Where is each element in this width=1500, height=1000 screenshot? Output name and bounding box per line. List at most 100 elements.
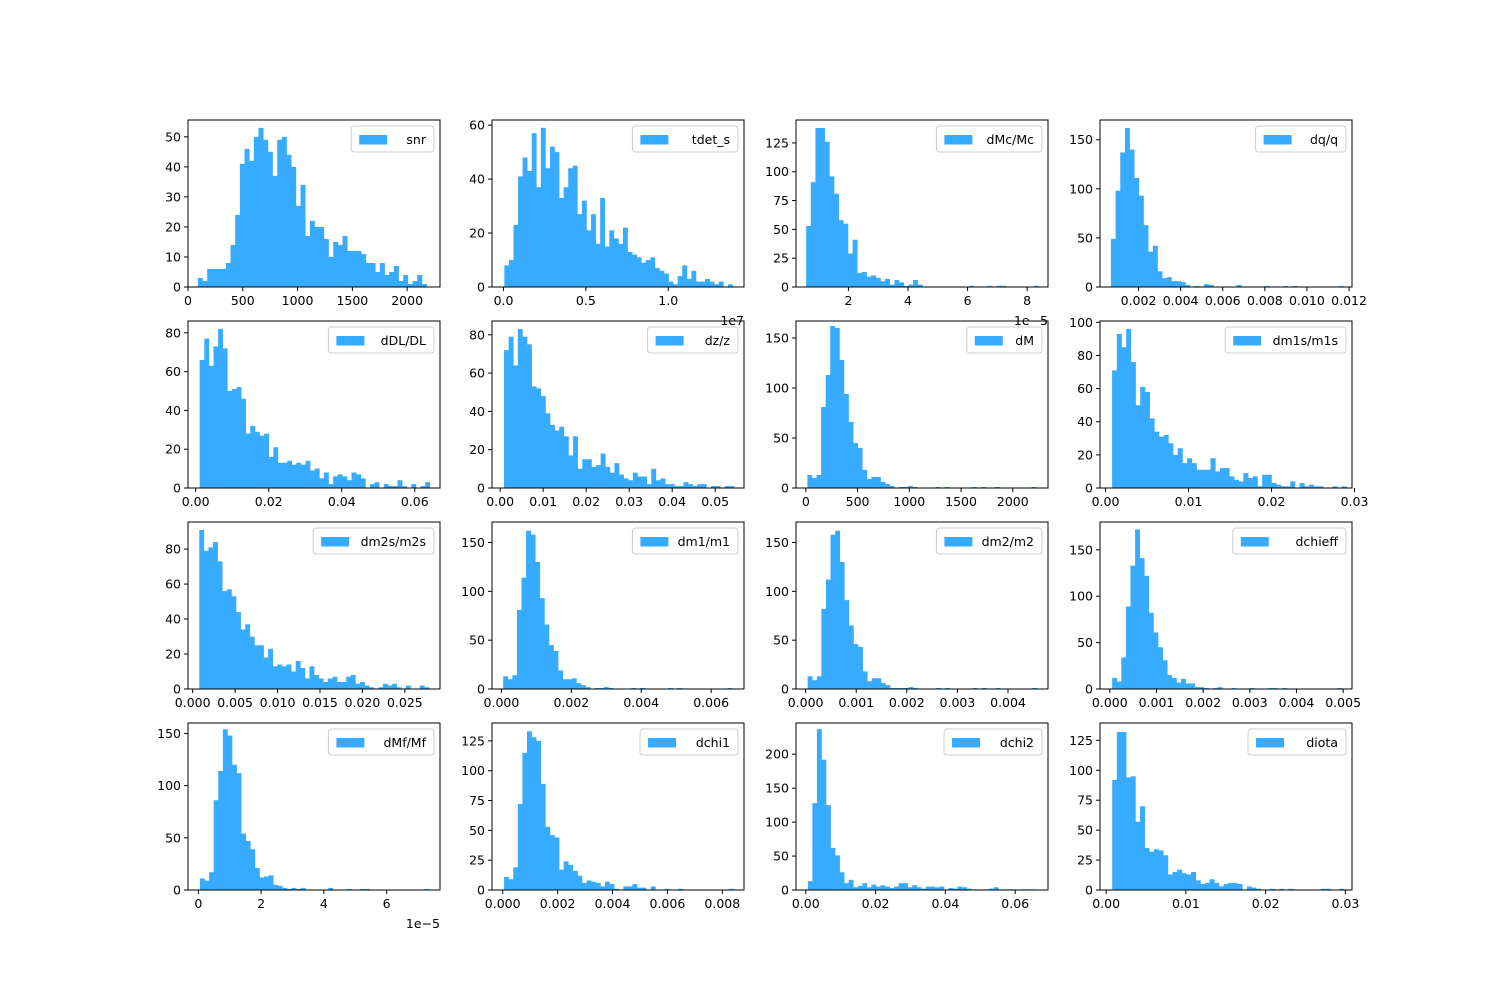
histogram-bar [264,433,270,488]
x-tick-label: 0.03 [1331,896,1359,911]
histogram-bar [715,486,721,488]
histogram-bar [880,482,886,488]
histogram-bar [1176,682,1182,689]
histogram-bar [1270,888,1275,890]
histogram-bar [1148,251,1154,287]
histogram-bar [1153,632,1159,689]
histogram-bar [641,887,647,890]
histogram-bar [830,326,836,488]
x-tick-label: 0 [802,494,810,509]
histogram-bar [258,645,264,689]
x-tick-label: 1000 [282,293,314,308]
histogram-bar [582,459,588,488]
histogram-bar [245,624,251,689]
histogram-bar [613,238,619,287]
subplot-diota: 0.00 0.01 0.02 0.03 0 25 50 75 100 125 diota [1069,722,1359,911]
histogram-bar [227,735,233,890]
histogram-bar [342,235,348,287]
x-tick-label: 0.000 [175,695,211,710]
histogram-bar [586,880,592,890]
y-tick-label: 0 [173,682,181,697]
histogram-bar [669,484,675,488]
histogram-bar [1157,271,1163,287]
histogram-bar [513,867,519,890]
histogram-bar [536,187,542,287]
histogram-bar [545,413,551,488]
histogram-bar [1185,683,1191,689]
histogram-bar [226,589,232,689]
histogram-bar [596,465,601,488]
axes-frame [491,521,745,690]
histogram-bar [531,133,537,287]
histogram-bar [1194,687,1200,689]
histogram-bar [222,591,228,689]
histogram-bar [604,881,610,890]
histogram-bar [419,685,425,689]
histogram-bar [591,881,597,890]
histogram-bar [1181,873,1187,890]
axes-frame [187,320,441,489]
histogram-bar [1140,386,1146,488]
histogram-bar [609,472,615,488]
histogram-bar [1162,660,1168,689]
y-tick-label: 60 [165,364,181,379]
histogram-bar [1251,887,1257,890]
y-tick-label: 80 [165,325,181,340]
histogram-bar [213,346,219,488]
x-tick-label: 0.002 [553,695,589,710]
legend-swatch [359,135,388,145]
histogram-bar [1139,558,1145,689]
y-tick-label: 100 [461,763,485,778]
histogram-bar [222,348,228,488]
histogram-bar [825,375,831,488]
y-tick-label: 50 [773,633,789,648]
histogram-bar [1033,285,1039,287]
axes-frame [795,119,1049,288]
subplot-ddl-dl: 0.00 0.02 0.04 0.06 0 20 40 60 80 dDL/DL [165,320,441,509]
x-tick-label: 8 [1023,293,1031,308]
histogram-bar [277,139,283,287]
histogram-bar [839,360,845,488]
histogram-bar [230,244,236,287]
legend-label: tdet_s [692,132,730,147]
histogram-bar [397,480,403,488]
histogram-bar [507,679,513,689]
histogram-bar [848,625,854,689]
y-tick-label: 75 [773,193,789,208]
histogram-bar [337,474,343,488]
histogram-bar [655,480,661,488]
y-tick-label: 100 [765,815,789,830]
histogram-bar [323,472,329,488]
legend: dchi1 [639,728,739,756]
histogram-bar [518,176,523,287]
histogram-bar [1130,776,1136,890]
histogram-bar [993,887,999,890]
legend-box [935,527,1043,555]
histogram-bar [1288,888,1294,890]
histogram-bar [389,271,395,287]
axes-frame [187,521,441,690]
histogram-bar [1171,677,1177,689]
histogram-bar [674,486,680,488]
histogram-bar [577,468,583,488]
x-tick-label: 2 [257,896,265,911]
histogram-bar [522,157,528,287]
histogram-bar [816,729,822,890]
y-tick-label: 0 [173,280,181,295]
histogram-bar [421,284,427,287]
histogram-bar [562,679,568,689]
x-tick-label: 0.004 [623,695,659,710]
y-tick-label: 40 [469,172,485,187]
histogram-bar [305,460,311,488]
axes-frame [187,119,441,288]
subplot-dmf-mf: 0 2 4 6 0 50 100 150 1e−5 dMf/Mf [157,722,441,931]
histogram-bar [962,887,967,890]
y-tick-label: 40 [165,612,181,627]
histogram-bar [948,887,954,890]
axes-frame [491,320,745,489]
axes-frame [187,722,441,891]
histogram-bar [550,424,555,488]
histogram-bar [522,336,528,488]
x-tick-label: 0.00 [182,494,210,509]
histogram-bar [857,448,863,488]
